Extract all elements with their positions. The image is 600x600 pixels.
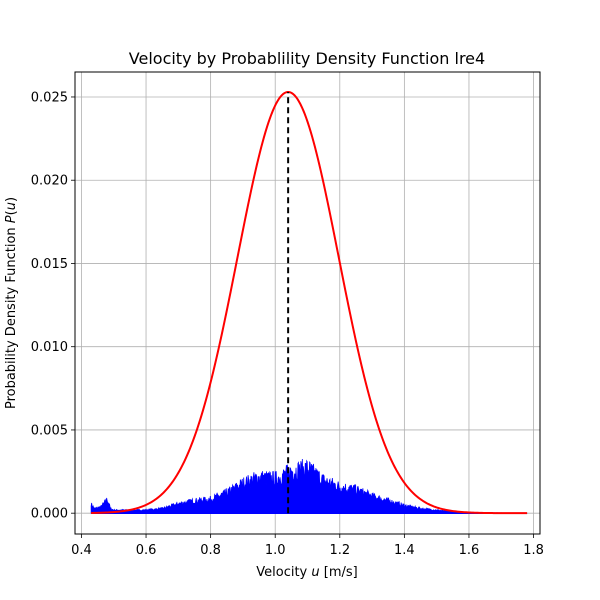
y-tick-label: 0.015 bbox=[31, 257, 68, 272]
x-tick-label: 0.8 bbox=[200, 543, 221, 558]
y-tick-label: 0.000 bbox=[31, 507, 68, 522]
y-axis-title-open-paren: ( bbox=[4, 210, 19, 215]
x-tick-label: 1.2 bbox=[329, 543, 350, 558]
x-tick-label: 1.8 bbox=[523, 543, 544, 558]
x-tick-label: 0.4 bbox=[71, 543, 92, 558]
y-axis-title-argument: u bbox=[4, 202, 19, 210]
chart-title: Velocity by Probablility Density Functio… bbox=[129, 49, 485, 68]
x-tick-label: 1.6 bbox=[459, 543, 480, 558]
x-axis-title-prefix: Velocity bbox=[256, 565, 311, 580]
y-axis-title: Probability Density Function P(u) bbox=[4, 197, 19, 409]
y-axis-title-variable: P bbox=[4, 215, 19, 223]
y-axis-ticks: 0.000 0.005 0.010 0.015 0.020 0.025 bbox=[31, 90, 75, 522]
y-tick-label: 0.020 bbox=[31, 174, 68, 189]
y-axis-title-prefix: Probability Density Function bbox=[4, 223, 19, 409]
x-axis-title-variable: u bbox=[311, 565, 319, 580]
pdf-curve-line bbox=[91, 91, 528, 515]
y-tick-label: 0.025 bbox=[31, 90, 68, 105]
y-tick-label: 0.005 bbox=[31, 423, 68, 438]
x-axis-title: Velocity u [m/s] bbox=[256, 565, 357, 580]
pdf-curve-series bbox=[91, 91, 528, 515]
x-tick-label: 0.6 bbox=[136, 543, 157, 558]
y-tick-label: 0.010 bbox=[31, 340, 68, 355]
y-axis-title-close-paren: ) bbox=[4, 197, 19, 202]
x-axis-ticks: 0.4 0.6 0.8 1.0 1.2 1.4 1.6 1.8 bbox=[71, 534, 544, 558]
x-axis-title-suffix: [m/s] bbox=[320, 565, 358, 580]
x-tick-label: 1.0 bbox=[265, 543, 286, 558]
x-tick-label: 1.4 bbox=[394, 543, 415, 558]
plot-frame bbox=[74, 71, 541, 535]
